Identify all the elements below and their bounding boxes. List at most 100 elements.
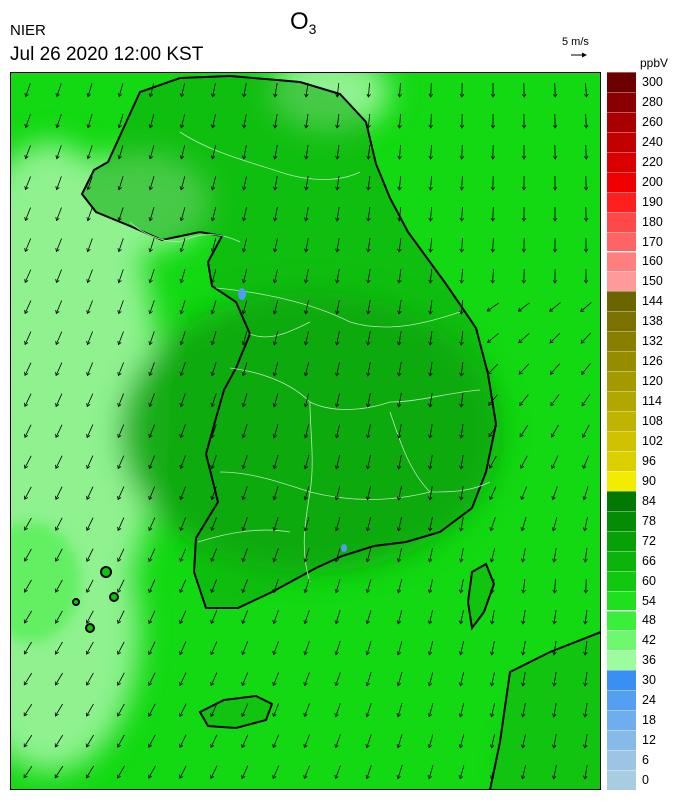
wind-arrow — [179, 610, 187, 624]
wind-arrow-head — [458, 589, 464, 594]
wind-arrow — [211, 424, 217, 438]
wind-arrow — [491, 672, 495, 686]
wind-arrow-head — [489, 495, 494, 501]
wind-arrow — [24, 362, 32, 376]
colorbar-tick-label: 72 — [642, 533, 656, 548]
colorbar-segment — [607, 251, 636, 272]
wind-arrow-head — [365, 651, 370, 656]
wind-arrow-head — [241, 217, 247, 222]
wind-arrow — [212, 83, 216, 97]
wind-arrow — [366, 517, 372, 531]
wind-arrow — [397, 765, 403, 779]
wind-arrow-head — [459, 93, 465, 98]
wind-arrow — [210, 765, 218, 779]
wind-arrow-head — [397, 341, 402, 346]
wind-arrow-head — [148, 774, 152, 779]
wind-arrow — [149, 300, 155, 314]
wind-arrow — [242, 269, 248, 283]
wind-arrow-head — [303, 682, 308, 687]
wind-arrow — [24, 579, 32, 593]
wind-arrow-head — [24, 495, 28, 500]
wind-arrow-head — [397, 248, 402, 253]
wind-arrow — [368, 82, 370, 98]
wind-arrow-head — [580, 308, 585, 313]
wind-arrow — [86, 672, 94, 686]
wind-arrow-head — [272, 403, 277, 408]
wind-arrow-head — [210, 186, 216, 191]
wind-arrow-head — [148, 619, 153, 624]
wind-arrow — [460, 362, 464, 376]
wind-arrow-head — [334, 403, 340, 408]
wind-arrow — [491, 641, 495, 655]
wind-arrow-head — [521, 620, 526, 625]
wind-arrow — [117, 579, 125, 593]
wind-arrow — [242, 331, 248, 345]
wind-arrow-head — [272, 341, 278, 346]
wind-arrow — [274, 145, 278, 159]
wind-arrow-head — [427, 775, 432, 780]
wind-arrow — [24, 517, 32, 531]
map-title: O3 — [290, 8, 316, 37]
wind-arrow-head — [241, 681, 246, 687]
wind-arrow-head — [86, 495, 91, 500]
wind-arrow-head — [488, 433, 493, 438]
wind-arrow — [24, 238, 32, 252]
wind-arrow-head — [148, 588, 153, 594]
wind-arrow-head — [490, 155, 496, 160]
wind-arrow-head — [581, 370, 586, 376]
wind-arrow — [304, 424, 310, 438]
wind-arrow — [243, 207, 247, 221]
wind-arrow-head — [241, 248, 247, 253]
wind-arrow-head — [24, 588, 28, 593]
wind-arrow — [210, 734, 218, 748]
wind-arrow-head — [584, 124, 589, 129]
wind-arrow-head — [335, 124, 340, 129]
wind-arrow-head — [55, 124, 60, 129]
wind-arrow — [429, 610, 433, 624]
wind-arrow-head — [397, 434, 402, 439]
wind-arrow-head — [582, 496, 587, 501]
wind-arrow — [553, 610, 557, 624]
wind-arrow — [24, 610, 32, 624]
wind-arrow — [211, 238, 217, 252]
wind-arrow-head — [303, 744, 308, 749]
wind-arrow-head — [552, 155, 558, 160]
wind-arrow-head — [272, 682, 277, 687]
wind-arrow — [55, 610, 63, 624]
wind-arrow-head — [86, 93, 91, 98]
wind-arrow — [54, 734, 64, 748]
wind-arrow — [461, 237, 463, 253]
wind-arrow-head — [241, 712, 246, 718]
wind-arrow-head — [303, 558, 308, 563]
colorbar-tick-label: 0 — [642, 773, 649, 788]
wind-arrow-head — [241, 372, 246, 377]
wind-arrow-head — [148, 464, 153, 470]
wind-arrow-head — [148, 217, 153, 222]
wind-arrow — [367, 144, 371, 160]
wind-arrow — [551, 455, 559, 469]
wind-arrow — [211, 548, 217, 562]
wind-arrow-head — [55, 526, 59, 531]
wind-arrow — [56, 269, 62, 283]
wind-arrow — [148, 641, 156, 655]
wind-arrow — [149, 238, 155, 252]
wind-arrow — [180, 238, 186, 252]
wind-arrow-head — [334, 372, 340, 377]
wind-arrow-head — [272, 496, 277, 501]
wind-arrow — [486, 302, 500, 312]
wind-arrow — [241, 734, 249, 748]
wind-arrow — [551, 424, 559, 438]
wind-arrow — [367, 455, 371, 469]
wind-arrow-head — [117, 619, 122, 624]
colorbar-tick-label: 12 — [642, 733, 656, 748]
wind-arrow — [519, 424, 529, 438]
wind-arrow — [117, 424, 125, 438]
wind-arrow-head — [517, 307, 522, 312]
wind-arrow — [367, 424, 371, 438]
wind-arrow — [335, 455, 341, 469]
wind-arrow-head — [210, 93, 216, 98]
wind-arrow-head — [86, 588, 90, 593]
wind-arrow-head — [428, 341, 433, 346]
wind-arrow — [429, 300, 433, 314]
wind-arrow-head — [179, 310, 184, 315]
